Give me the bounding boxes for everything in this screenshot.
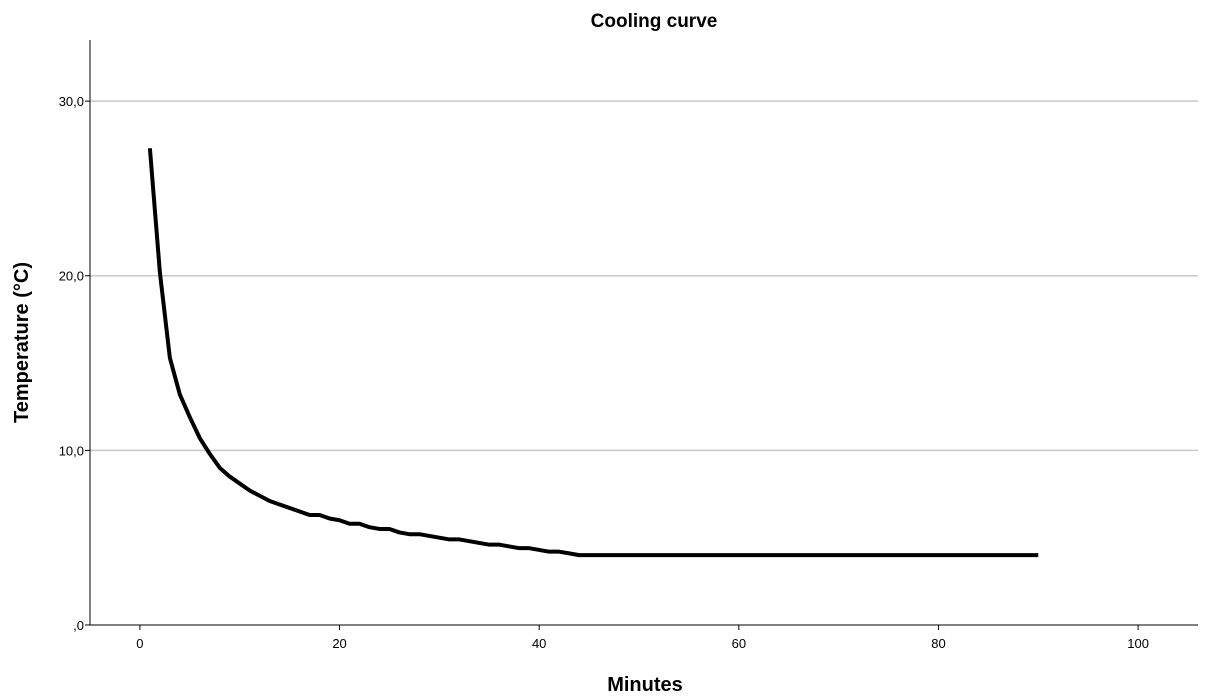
y-tick-label: 20,0	[59, 269, 84, 284]
x-tick-label: 80	[931, 636, 945, 651]
x-tick-label: 40	[532, 636, 546, 651]
axes	[89, 40, 1198, 626]
y-tick-label: ,0	[73, 618, 84, 633]
x-tick-label: 60	[732, 636, 746, 651]
y-tick-label: 30,0	[59, 94, 84, 109]
series-line	[147, 148, 1039, 558]
x-tick-label: 20	[332, 636, 346, 651]
x-tick-label: 100	[1127, 636, 1149, 651]
x-tick-label: 0	[136, 636, 143, 651]
series	[147, 148, 1039, 558]
y-tick-label: 10,0	[59, 443, 84, 458]
chart-title: Cooling curve	[591, 11, 718, 32]
tick-labels: ,0 10,0 20,0 30,0 0 20 40 60 80 100	[59, 94, 1149, 651]
gridlines	[90, 100, 1198, 452]
x-axis-label: Minutes	[607, 674, 683, 696]
y-axis-label: Temperature (°C)	[11, 262, 33, 423]
